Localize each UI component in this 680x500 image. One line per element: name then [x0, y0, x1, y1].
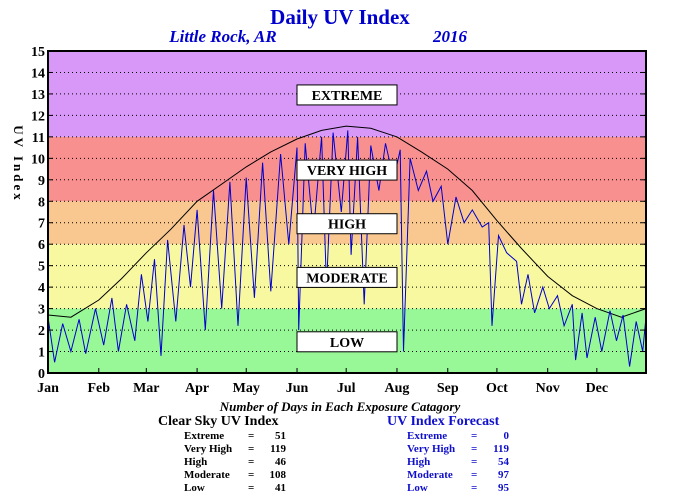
y-tick-label: 3 [38, 303, 45, 318]
x-tick-label: Jul [337, 381, 356, 396]
band-label-box [296, 159, 398, 181]
clear-sky-header: Clear Sky UV Index [158, 414, 279, 429]
stats-value: 0 [503, 430, 510, 442]
stats-label: Extreme [184, 430, 225, 442]
band-label: LOW [330, 336, 364, 351]
stats-equals: = [248, 482, 255, 494]
forecast-table: Extreme = 0 Very High = 119 High = 54 Moderate = 97… [407, 430, 509, 495]
stats-equals: = [248, 469, 255, 481]
y-tick-label: 15 [31, 45, 45, 60]
stats-value: 95 [498, 482, 509, 494]
y-tick-label: 11 [32, 131, 45, 146]
x-tick-label: Feb [88, 381, 111, 396]
stats-equals: = [471, 443, 478, 455]
stats-equals: = [248, 456, 255, 468]
stats-value: 41 [275, 482, 286, 494]
y-axis-label: UV Index [11, 125, 26, 203]
band-label: EXTREME [312, 89, 383, 104]
stats-row: Moderate = 97 [407, 469, 509, 482]
stats-value: 46 [275, 456, 286, 468]
stats-row: Low = 41 [184, 482, 286, 495]
x-tick-label: Jan [37, 381, 59, 396]
stats-value: 97 [498, 469, 509, 481]
stats-value: 119 [493, 443, 509, 455]
stats-value: 119 [270, 443, 286, 455]
y-tick-label: 0 [38, 367, 45, 382]
stats-equals: = [471, 469, 478, 481]
clear-sky-table: Extreme = 51 Very High = 119 High = 46 Moderate = 1… [184, 430, 286, 495]
stats-label: Very High [407, 443, 456, 455]
chart-year: 2016 [432, 27, 468, 46]
y-tick-label: 1 [38, 346, 45, 361]
y-tick-label: 5 [38, 260, 45, 275]
chart-title: Daily UV Index [270, 5, 410, 29]
x-tick-label: Jun [286, 381, 309, 396]
stats-value: 54 [498, 456, 509, 468]
y-tick-label: 7 [38, 217, 45, 232]
y-tick-label: 2 [38, 324, 45, 339]
stats-label: Extreme [407, 430, 448, 442]
y-tick-label: 13 [31, 88, 45, 103]
y-tick-label: 6 [38, 238, 45, 253]
stats-label: Low [407, 482, 428, 494]
y-tick-label: 8 [38, 195, 45, 210]
forecast-stats: UV Index Forecast Extreme = 0 Very High = 119… [387, 414, 509, 495]
x-tick-label: Mar [133, 381, 159, 396]
stats-row: High = 54 [407, 456, 509, 469]
clear-sky-stats: Clear Sky UV Index Extreme = 51 Very High = 1… [158, 414, 286, 495]
stats-row: Low = 95 [407, 482, 509, 495]
forecast-header: UV Index Forecast [387, 414, 500, 429]
stats-value: 108 [269, 469, 287, 481]
x-tick-label: Oct [486, 381, 508, 396]
x-tick-label: Nov [536, 381, 560, 396]
clear-sky-uv-line [47, 125, 647, 318]
band-label: HIGH [328, 218, 366, 233]
y-tick-label: 4 [38, 281, 45, 296]
band-label-box [296, 331, 398, 353]
days-count-subtitle: Number of Days in Each Exposure Catagory [219, 399, 461, 414]
stats-row: Moderate = 108 [184, 469, 286, 482]
x-tick-label: Apr [185, 381, 209, 396]
stats-label: High [407, 456, 431, 468]
chart-location: Little Rock, AR [168, 27, 277, 46]
y-tick-label: 9 [38, 174, 45, 189]
x-tick-label: Aug [385, 381, 410, 396]
stats-row: Very High = 119 [407, 443, 509, 456]
stats-equals: = [248, 430, 255, 442]
stats-value: 51 [275, 430, 286, 442]
stats-label: Moderate [184, 469, 230, 481]
x-tick-label: Sep [437, 381, 459, 396]
stats-row: Extreme = 51 [184, 430, 286, 443]
stats-row: High = 46 [184, 456, 286, 469]
x-tick-label: May [233, 381, 260, 396]
x-tick-label: Dec [586, 381, 609, 396]
uv-forecast-line [47, 130, 647, 367]
band-label: MODERATE [306, 271, 387, 286]
y-tick-label: 14 [31, 66, 45, 81]
band-label-box [296, 213, 398, 235]
plot-frame [47, 50, 647, 374]
y-tick-label: 12 [31, 109, 45, 124]
stats-label: High [184, 456, 208, 468]
band-label-box [296, 266, 398, 288]
band-label-box [296, 84, 398, 106]
stats-row: Very High = 119 [184, 443, 286, 456]
stats-label: Low [184, 482, 205, 494]
stats-equals: = [248, 443, 255, 455]
stats-label: Very High [184, 443, 233, 455]
band-label: VERY HIGH [307, 164, 387, 179]
stats-label: Moderate [407, 469, 453, 481]
stats-equals: = [471, 430, 478, 442]
y-tick-label: 10 [31, 152, 45, 167]
stats-equals: = [471, 482, 478, 494]
stats-equals: = [471, 456, 478, 468]
stats-row: Extreme = 0 [407, 430, 509, 443]
